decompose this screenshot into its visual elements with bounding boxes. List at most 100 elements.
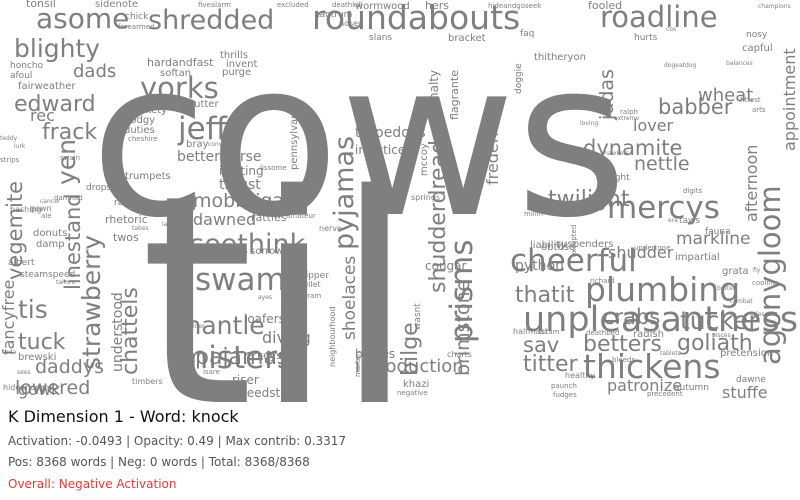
- cloud-word-hawkers: hawkers: [604, 150, 629, 157]
- cloud-word-cooling: cooling: [752, 279, 777, 287]
- cloud-word-ayes: ayes: [258, 294, 272, 301]
- cloud-word-scram: scram: [538, 328, 560, 336]
- cloud-word-judas: judas: [596, 69, 618, 121]
- cloud-word-fooled: fooled: [588, 0, 622, 12]
- cloud-word-duties: duties: [124, 125, 155, 136]
- cloud-word-healthy: healthy: [565, 371, 595, 380]
- cloud-word-tailors: tailors: [56, 279, 75, 286]
- cloud-word-strips: strips: [0, 156, 20, 164]
- cloud-word-thickens: thickens: [583, 347, 721, 386]
- cloud-word-softan: softan: [160, 68, 191, 79]
- cloud-word-wasnt: wasnt: [413, 303, 423, 330]
- cloud-word-ski: ski: [180, 275, 191, 284]
- cloud-word-shudder: shudder: [608, 243, 674, 262]
- cloud-word-converted: converted: [208, 141, 239, 148]
- cloud-word-appointment: appointment: [780, 48, 799, 151]
- cloud-word-jeff: jeff: [177, 111, 228, 147]
- cloud-word-agonygloom: agonygloom: [753, 185, 787, 365]
- cloud-word-loafers: loafers: [244, 312, 285, 326]
- cloud-word-tales: tales: [750, 311, 765, 318]
- cloud-word-beholder: beholder: [178, 323, 205, 330]
- cloud-word-bracket: bracket: [448, 33, 486, 44]
- cloud-word-thitheryon: thitheryon: [534, 52, 586, 63]
- cloud-word-dodgy: dodgy: [124, 115, 155, 126]
- cloud-word-damned: damned: [54, 194, 83, 202]
- word-cloud: cows til roundabouts shredded roadline asome b…: [0, 0, 800, 402]
- cloud-word-tonsil: tonsil: [26, 0, 56, 10]
- cloud-word-pennsylvania: pennsylvania: [289, 104, 300, 170]
- cloud-word-rec: rec: [30, 106, 55, 125]
- cloud-word-hurts: hurts: [634, 33, 658, 43]
- cloud-word-charts: charts: [447, 350, 472, 359]
- cloud-word-vegemite: vegemite: [3, 181, 27, 280]
- cloud-word-impartial: impartial: [675, 252, 720, 263]
- cloud-word-deathbed: deathbed: [586, 329, 619, 337]
- cloud-word-introduction: introduction: [355, 356, 464, 377]
- cloud-word-python: python: [515, 258, 564, 274]
- cloud-word-negative: negative: [397, 389, 428, 397]
- cloud-word-bray: bray: [186, 139, 209, 150]
- cloud-word-paunch: paunch: [551, 382, 577, 390]
- cloud-word-purge: purge: [222, 67, 251, 78]
- cloud-word-cox: cox: [666, 26, 677, 33]
- cloud-word-sorrow: sorrow: [250, 246, 283, 257]
- cloud-word-capful: capful: [742, 43, 773, 54]
- cloud-word-tuck: tuck: [18, 330, 66, 355]
- cloud-word-tis: tis: [18, 295, 48, 324]
- cloud-word-mobbrigade: mobbrigade: [193, 190, 308, 212]
- cloud-word-isare: isare: [203, 368, 220, 376]
- cloud-word-frack: frack: [42, 120, 97, 145]
- cloud-word-fly: fly: [753, 267, 761, 274]
- cloud-word-roundabouts: roundabouts: [312, 0, 520, 37]
- cloud-word-understood: understood: [110, 292, 126, 372]
- cloud-word-dynamite: dynamite: [583, 136, 682, 160]
- cloud-word-combat: combat: [730, 298, 753, 305]
- cloud-word-stuffe: stuffe: [722, 383, 768, 402]
- cloud-word-hideandgoseek: hideandgoseek: [488, 2, 542, 10]
- cloud-word-fivealarm: fivealarm: [198, 1, 231, 9]
- cloud-word-wormwood: wormwood: [355, 1, 410, 12]
- cloud-word-nosey: nosey: [339, 19, 363, 28]
- cloud-word-honcho: honcho: [10, 61, 44, 71]
- cloud-word-linestand: linestand: [61, 193, 85, 290]
- cloud-word-arts: arts: [752, 106, 766, 114]
- cloud-word-loving: loving: [580, 120, 598, 127]
- cloud-word-excluded: excluded: [277, 1, 309, 9]
- cloud-word-cheerful: cheerful: [510, 243, 637, 279]
- cloud-word-fittest: fittest: [740, 96, 761, 104]
- cloud-word-wheat: wheat: [698, 85, 753, 106]
- cloud-word-speedsteam: speedsteam: [233, 386, 307, 400]
- cloud-word-babber: babber: [658, 95, 733, 119]
- cloud-word-suspenders: suspenders: [556, 239, 613, 250]
- cloud-word-dawned: dawned: [193, 210, 256, 229]
- cloud-word-doggie: doggie: [514, 63, 524, 94]
- cloud-word-gullet: gullet: [298, 280, 321, 289]
- cloud-word-torpedoes: torpedoes: [355, 125, 426, 141]
- cloud-word-inviting: inviting: [219, 164, 264, 178]
- cloud-word-brimstone: brimstone: [452, 280, 474, 376]
- cloud-word-extreme: extreme: [614, 115, 639, 122]
- cloud-word-markline: markline: [676, 229, 751, 249]
- cloud-word-fairweather: fairweather: [18, 81, 76, 92]
- cloud-word-marjoram: marjoram: [287, 292, 321, 300]
- cloud-word-yorks: yorks: [140, 71, 219, 105]
- cloud-word-nettle: nettle: [634, 153, 690, 175]
- cloud-word-albert: albert: [8, 258, 35, 268]
- cloud-word-ralph: ralph: [620, 108, 638, 116]
- cloud-word-seethink: seethink: [190, 229, 306, 260]
- cloud-word-stutter: stutter: [185, 99, 219, 110]
- cloud-word-rattles: rattles: [251, 211, 287, 224]
- cloud-word-titter: titter: [523, 352, 579, 377]
- cloud-word-millin: millin: [524, 210, 543, 218]
- cloud-word-prisms: prisms: [444, 239, 480, 343]
- cloud-word-diving: diving: [262, 328, 311, 347]
- cloud-word-til: til: [140, 134, 415, 402]
- cloud-word-brewski: brewski: [18, 352, 56, 363]
- cloud-word-thatit: thatit: [515, 283, 575, 308]
- cloud-word-bashing: bashing: [10, 205, 42, 214]
- cloud-word-timbers: timbers: [132, 377, 163, 386]
- cloud-word-fudges: fudges: [553, 391, 577, 399]
- cloud-word-thrust: thrust: [219, 177, 261, 193]
- cloud-word-keystone: keystone: [257, 349, 307, 362]
